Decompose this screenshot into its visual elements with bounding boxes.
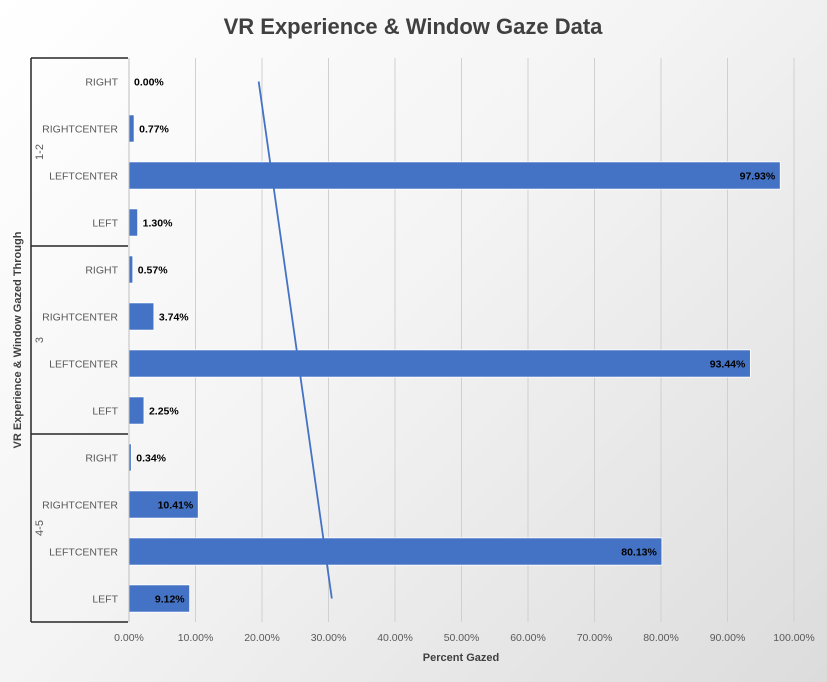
x-tick-label: 60.00% xyxy=(510,632,546,644)
category-label: LEFT xyxy=(92,594,118,606)
bars: 0.00% 0.77% 97.93% 1.30% 0.57% 3.74% 93.44% 2.2… xyxy=(128,77,781,613)
category-label: LEFTCENTER xyxy=(49,359,118,371)
data-label: 3.74% xyxy=(159,312,189,324)
category-label: RIGHTCENTER xyxy=(42,124,118,136)
bar xyxy=(128,349,751,378)
x-tick-label: 30.00% xyxy=(311,632,347,644)
bar xyxy=(128,255,134,284)
category-label: LEFTCENTER xyxy=(49,547,118,559)
category-label: RIGHT xyxy=(85,265,118,277)
category-label: RIGHT xyxy=(85,453,118,465)
bar xyxy=(128,114,135,143)
group-label: 4-5 xyxy=(34,520,46,536)
bar xyxy=(128,161,781,190)
category-label: RIGHT xyxy=(85,77,118,89)
chart-title: VR Experience & Window Gaze Data xyxy=(224,14,604,39)
bar xyxy=(128,537,663,566)
data-label: 10.41% xyxy=(158,500,194,512)
bar xyxy=(128,208,139,237)
group-label: 1-2 xyxy=(34,144,46,160)
bar xyxy=(128,302,155,331)
axes: 0.00% 10.00% 20.00% 30.00% 40.00% 50.00% 60.00… xyxy=(30,57,815,644)
gridlines xyxy=(195,58,795,622)
x-tick-label: 50.00% xyxy=(444,632,480,644)
bar xyxy=(128,584,191,613)
category-label: LEFT xyxy=(92,218,118,230)
category-label: LEFT xyxy=(92,406,118,418)
x-tick-label: 80.00% xyxy=(643,632,679,644)
data-label: 97.93% xyxy=(740,171,776,183)
data-label: 0.00% xyxy=(134,77,164,89)
data-label: 9.12% xyxy=(155,594,185,606)
category-label: RIGHTCENTER xyxy=(42,500,118,512)
x-tick-label: 20.00% xyxy=(244,632,280,644)
bar xyxy=(128,396,145,425)
y-axis-title: VR Experience & Window Gazed Through xyxy=(12,231,24,448)
data-label: 1.30% xyxy=(143,218,173,230)
trendline xyxy=(257,81,333,599)
data-label: 2.25% xyxy=(149,406,179,418)
data-label: 0.34% xyxy=(136,453,166,465)
data-label: 0.77% xyxy=(139,124,169,136)
x-tick-label: 90.00% xyxy=(710,632,746,644)
group-label: 3 xyxy=(34,337,46,343)
x-axis-title: Percent Gazed xyxy=(423,652,499,664)
data-label: 93.44% xyxy=(710,359,746,371)
trend-line xyxy=(257,81,333,599)
data-label: 0.57% xyxy=(138,265,168,277)
bar xyxy=(128,490,199,519)
data-label: 80.13% xyxy=(621,547,657,559)
x-tick-label: 0.00% xyxy=(114,632,144,644)
x-tick-label: 100.00% xyxy=(773,632,814,644)
category-label: LEFTCENTER xyxy=(49,171,118,183)
x-tick-label: 40.00% xyxy=(377,632,413,644)
category-label: RIGHTCENTER xyxy=(42,312,118,324)
x-tick-label: 10.00% xyxy=(178,632,214,644)
x-tick-label: 70.00% xyxy=(577,632,613,644)
